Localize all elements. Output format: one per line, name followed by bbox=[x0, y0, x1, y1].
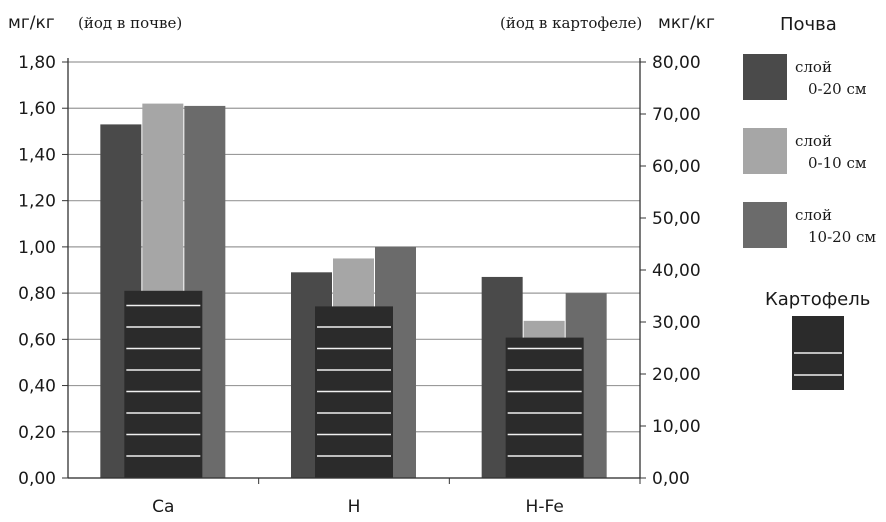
category-label-H: H bbox=[348, 497, 361, 517]
left-tick-label: 0,40 bbox=[18, 377, 56, 397]
right-tick-label: 50,00 bbox=[652, 209, 701, 229]
category-label-H-Fe: H-Fe bbox=[526, 497, 564, 517]
left-axis-unit: мг/кг bbox=[8, 13, 55, 33]
right-axis-unit: мкг/кг bbox=[658, 13, 715, 33]
left-tick-label: 1,20 bbox=[18, 192, 56, 212]
bars bbox=[100, 103, 607, 479]
left-axis-note: (йод в почве) bbox=[78, 14, 182, 32]
soil-legend-title: Почва bbox=[780, 14, 837, 35]
potato-bar-H-Fe bbox=[505, 337, 584, 478]
right-tick-label: 0,00 bbox=[652, 469, 690, 489]
right-tick-label: 10,00 bbox=[652, 417, 701, 437]
right-tick-label: 30,00 bbox=[652, 313, 701, 333]
right-tick-label: 80,00 bbox=[652, 53, 701, 73]
legend-label-series-2-line2: 10-20 см bbox=[808, 228, 876, 246]
potato-bar-H bbox=[315, 306, 393, 478]
legend-label-series-2-line1: слой bbox=[795, 206, 832, 224]
category-labels: Ca H H-Fe bbox=[152, 497, 564, 517]
left-tick-label: 1,60 bbox=[18, 99, 56, 119]
legend: Почва слой 0-20 см слой 0-10 см слой 10-20 см К… bbox=[743, 14, 876, 390]
left-tick-label: 0,80 bbox=[18, 284, 56, 304]
legend-swatch-series-0 bbox=[743, 54, 787, 100]
left-tick-label: 1,00 bbox=[18, 238, 56, 258]
tick-labels: 0,00 0,20 0,40 0,60 0,80 1,00 1,20 1,40 1,60 1,80… bbox=[18, 53, 701, 489]
left-tick-label: 0,60 bbox=[18, 330, 56, 350]
left-tick-label: 1,80 bbox=[18, 53, 56, 73]
right-tick-label: 70,00 bbox=[652, 105, 701, 125]
right-tick-label: 60,00 bbox=[652, 157, 701, 177]
legend-label-series-0-line2: 0-20 см bbox=[808, 80, 867, 98]
axes bbox=[62, 58, 646, 484]
right-axis-note: (йод в картофеле) bbox=[500, 14, 642, 32]
category-label-Ca: Ca bbox=[152, 497, 174, 517]
legend-swatch-series-1 bbox=[743, 128, 787, 174]
left-tick-label: 0,00 bbox=[18, 469, 56, 489]
left-tick-label: 1,40 bbox=[18, 145, 56, 165]
legend-swatch-series-2 bbox=[743, 202, 787, 248]
left-tick-label: 0,20 bbox=[18, 423, 56, 443]
potato-legend-title: Картофель bbox=[765, 289, 870, 310]
right-tick-label: 20,00 bbox=[652, 365, 701, 385]
potato-bar-Ca bbox=[124, 290, 203, 478]
legend-label-series-0-line1: слой bbox=[795, 58, 832, 76]
legend-label-series-1-line2: 0-10 см bbox=[808, 154, 867, 172]
right-tick-label: 40,00 bbox=[652, 261, 701, 281]
legend-label-series-1-line1: слой bbox=[795, 132, 832, 150]
